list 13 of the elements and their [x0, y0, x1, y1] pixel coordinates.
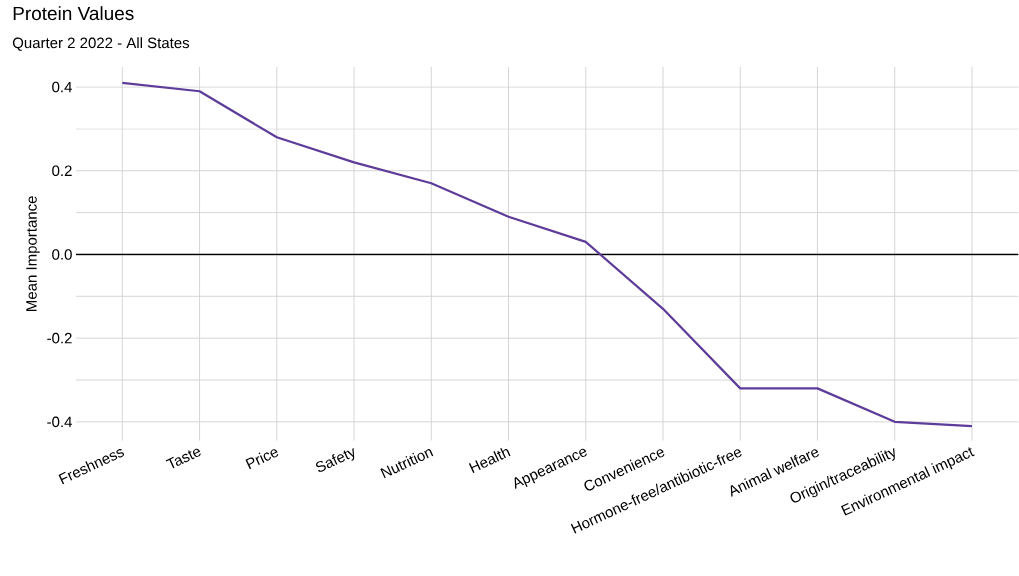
x-tick-label: Taste [165, 448, 201, 469]
chart-subtitle: Quarter 2 2022 - All States [12, 37, 190, 52]
y-tick-label: 0.2 [52, 165, 72, 177]
x-tick-label: Health [468, 448, 511, 474]
y-tick-label: -0.4 [47, 416, 72, 428]
chart-title: Protein Values [13, 6, 134, 21]
x-tick-label: Safety [315, 448, 355, 473]
y-tick-label: 0.4 [52, 81, 72, 93]
x-tick-label: Price [245, 449, 279, 470]
line-series [121, 81, 974, 428]
y-axis-title: Mean Importance [26, 196, 40, 312]
y-tick-label: 0.0 [52, 249, 72, 260]
y-tick-label: -0.2 [47, 333, 72, 344]
